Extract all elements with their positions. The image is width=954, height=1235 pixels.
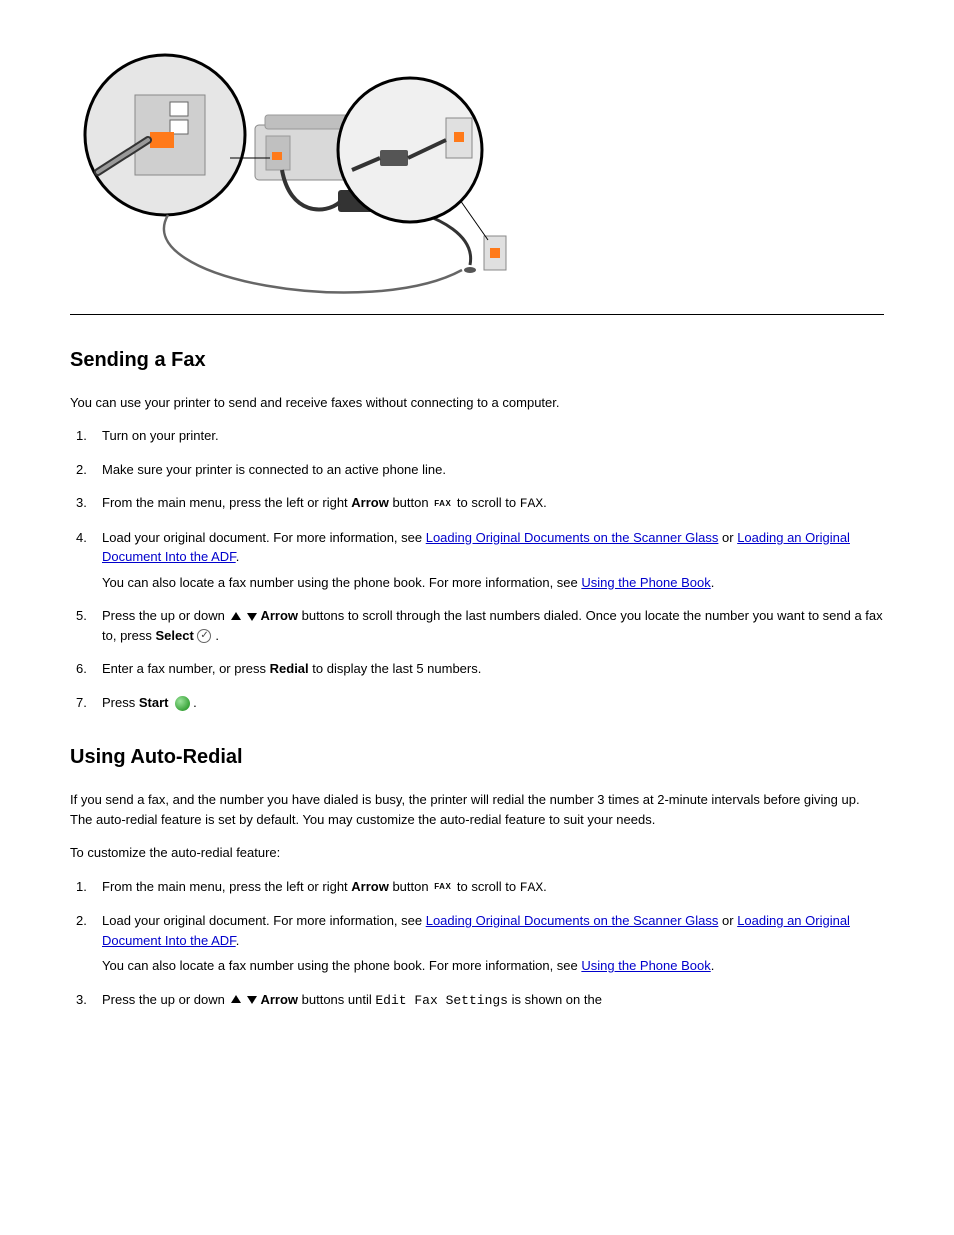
step-text: You can also locate a fax number using t…: [102, 575, 581, 590]
step-text: You can also locate a fax number using t…: [102, 958, 581, 973]
step-7: Press Start .: [70, 693, 884, 713]
ar-step-3: Press the up or down Arrow buttons until…: [70, 990, 884, 1011]
step-text: Press Start .: [102, 695, 197, 710]
step-6: Enter a fax number, or press Redial to d…: [70, 659, 884, 679]
arrow-up-icon: [229, 993, 243, 1007]
ar-step-1: From the main menu, press the left or ri…: [70, 877, 884, 898]
step-4: Load your original document. For more in…: [70, 528, 884, 593]
step-text: Turn on your printer.: [102, 428, 219, 443]
ar-step-2: Load your original document. For more in…: [70, 911, 884, 976]
step-5: Press the up or down Arrow buttons to sc…: [70, 606, 884, 645]
auto-redial-intro-a: If you send a fax, and the number you ha…: [70, 790, 884, 829]
select-check-icon: [197, 629, 211, 643]
step-text: Load your original document. For more in…: [102, 913, 426, 928]
step-text: Press the up or down Arrow buttons to sc…: [102, 608, 883, 643]
arrow-down-icon: [245, 993, 259, 1007]
fax-icon: FAX: [434, 498, 451, 510]
auto-redial-heading: Using Auto-Redial: [70, 742, 884, 772]
step-text: Press the up or down Arrow buttons until…: [102, 992, 602, 1007]
step-text: or: [722, 913, 737, 928]
step-2: Make sure your printer is connected to a…: [70, 460, 884, 480]
sending-fax-steps: Turn on your printer. Make sure your pri…: [70, 426, 884, 712]
arrow-up-icon: [229, 610, 243, 624]
link-load-scanner-2[interactable]: Loading Original Documents on the Scanne…: [426, 913, 719, 928]
sending-fax-heading: Sending a Fax: [70, 345, 884, 375]
step-text: Load your original document. For more in…: [102, 530, 426, 545]
connection-diagram: [70, 40, 510, 300]
start-button-icon: [175, 696, 190, 711]
step-4-extra: You can also locate a fax number using t…: [102, 573, 884, 593]
code-fax: FAX: [520, 880, 543, 895]
step-text: .: [236, 933, 240, 948]
auto-redial-intro-b: To customize the auto-redial feature:: [70, 843, 884, 863]
auto-redial-steps: From the main menu, press the left or ri…: [70, 877, 884, 1011]
step-1: Turn on your printer.: [70, 426, 884, 446]
arrow-down-icon: [245, 610, 259, 624]
step-text: From the main menu, press the left or ri…: [102, 879, 547, 894]
sending-fax-intro: You can use your printer to send and rec…: [70, 393, 884, 413]
step-text: .: [236, 549, 240, 564]
step-3: From the main menu, press the left or ri…: [70, 493, 884, 514]
link-phonebook[interactable]: Using the Phone Book: [581, 575, 710, 590]
code-fax: FAX: [520, 496, 543, 511]
step-text: .: [711, 958, 715, 973]
step-text: Make sure your printer is connected to a…: [102, 462, 446, 477]
link-phonebook-2[interactable]: Using the Phone Book: [581, 958, 710, 973]
ar-step-2-extra: You can also locate a fax number using t…: [102, 956, 884, 976]
step-text: Enter a fax number, or press Redial to d…: [102, 661, 481, 676]
fax-icon: FAX: [434, 881, 451, 893]
link-load-scanner[interactable]: Loading Original Documents on the Scanne…: [426, 530, 719, 545]
step-text: or: [722, 530, 737, 545]
step-text: .: [711, 575, 715, 590]
code-edit-fax: Edit Fax Settings: [375, 993, 508, 1008]
section-divider: [70, 314, 884, 315]
step-text: From the main menu, press the left or ri…: [102, 495, 547, 510]
